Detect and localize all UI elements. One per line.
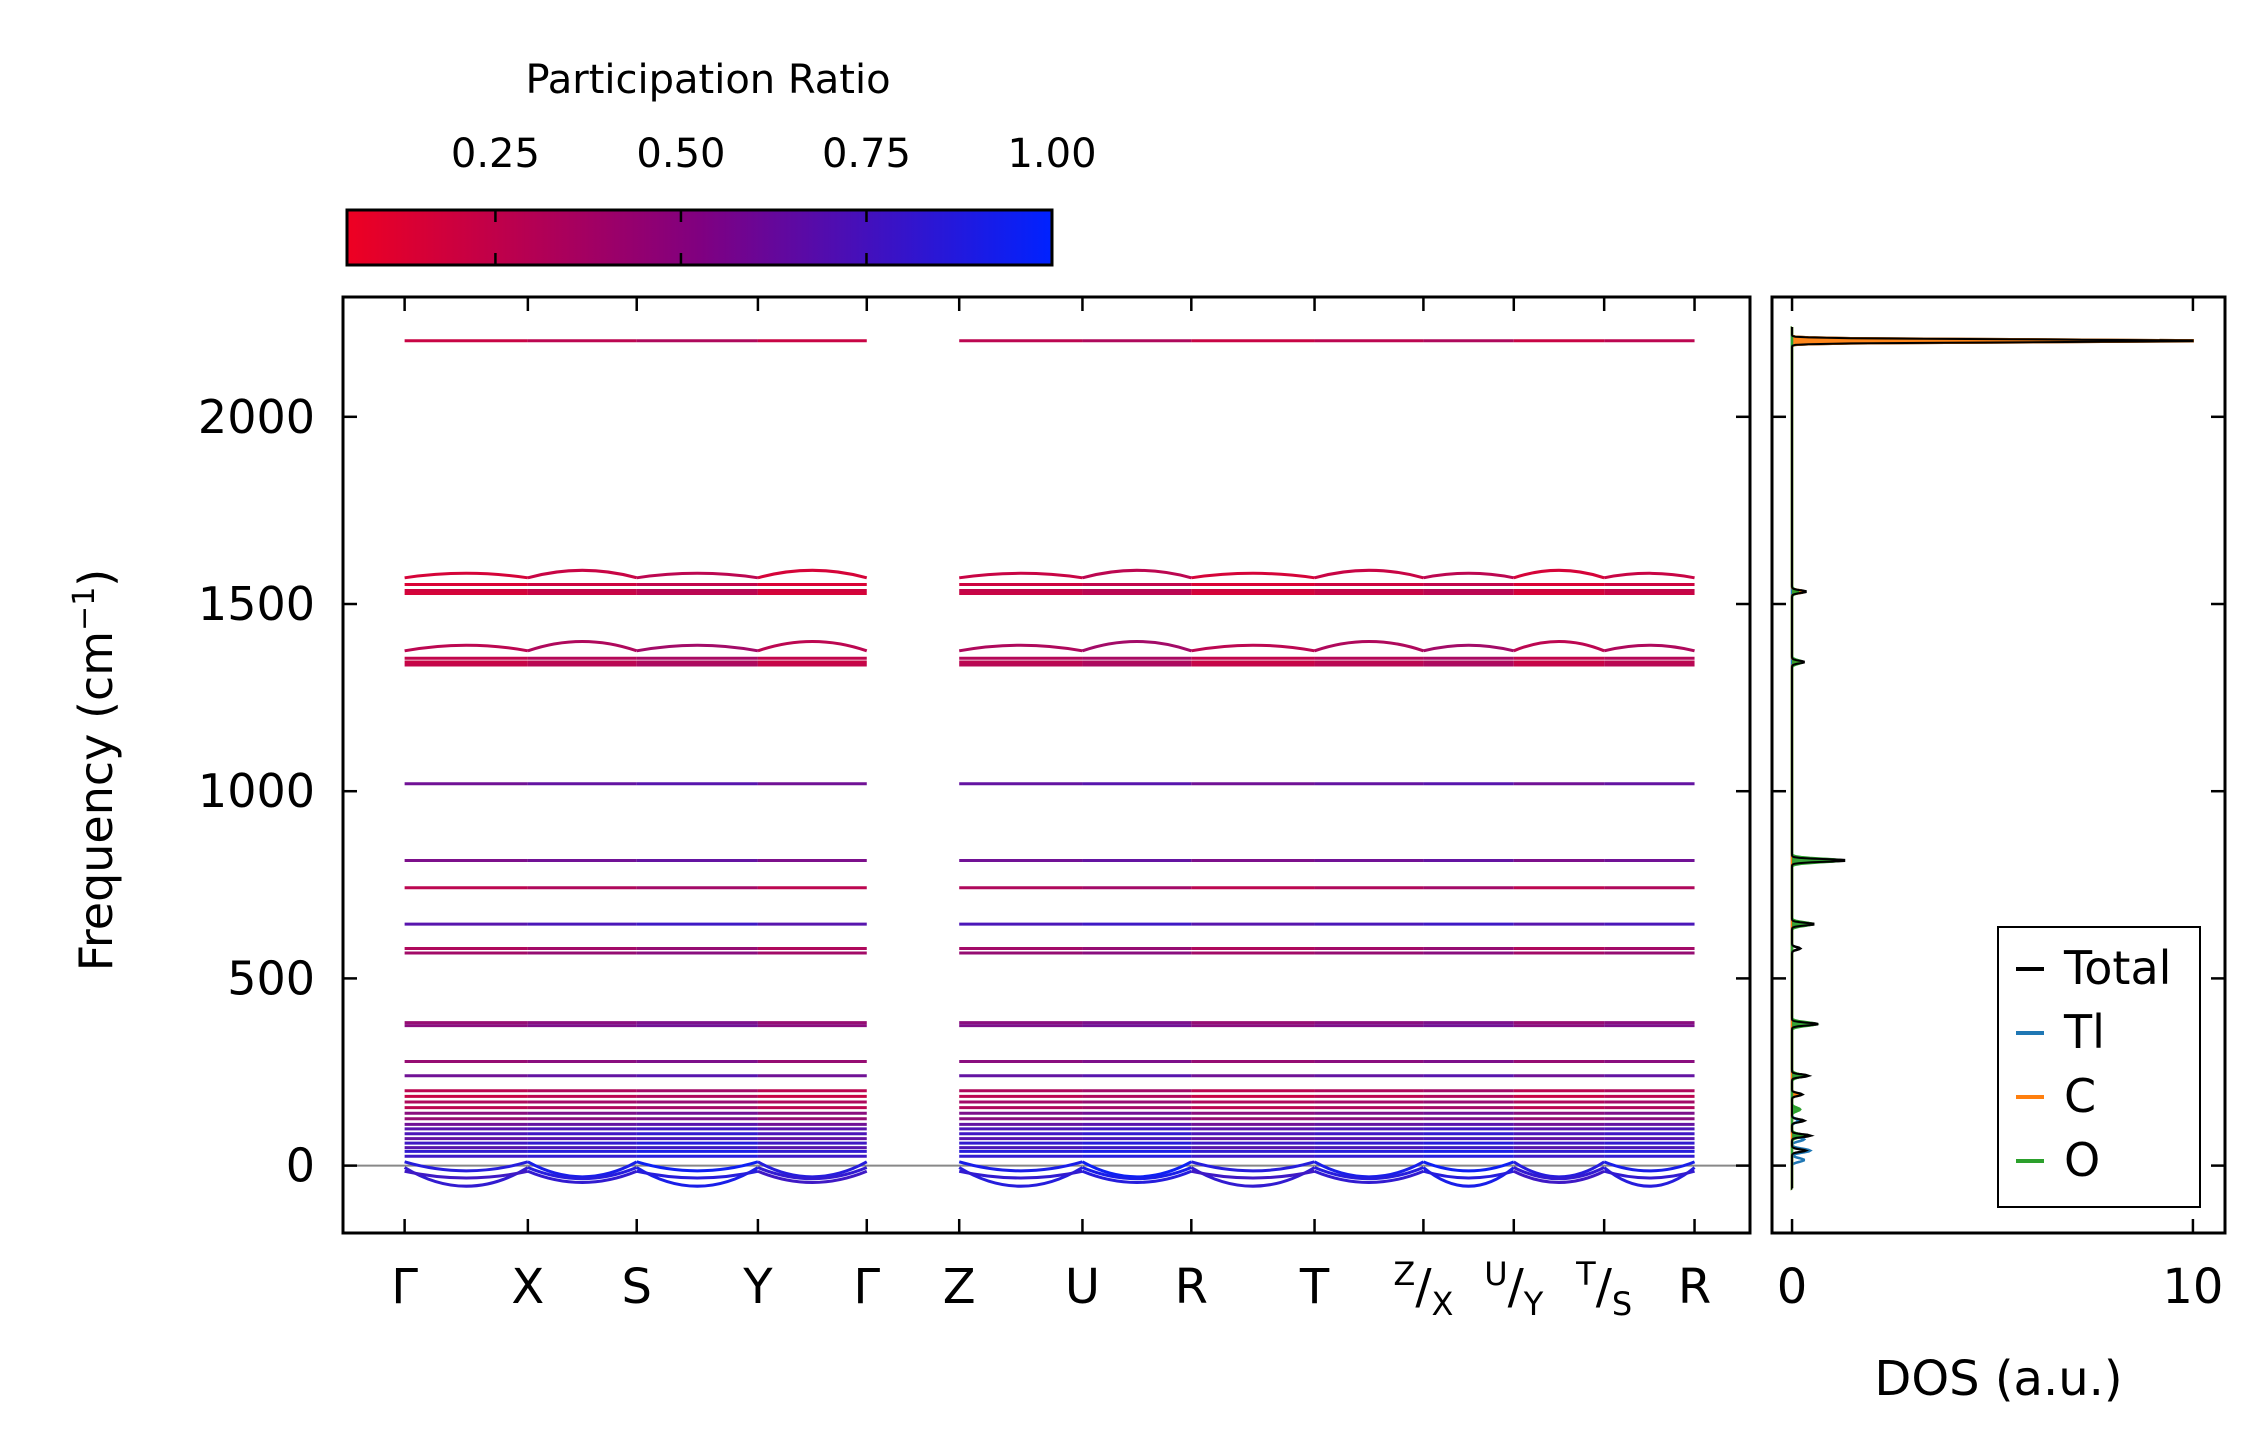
- kpoint-label: Z/X: [1393, 1255, 1453, 1323]
- band-line: [636, 1160, 759, 1173]
- kpoint-label: S: [621, 1259, 651, 1315]
- band-line: [1313, 1160, 1425, 1179]
- band-line: [636, 1169, 759, 1180]
- dos-xtick-label: 0: [1777, 1259, 1808, 1315]
- kpoint-label: R: [1175, 1259, 1208, 1315]
- band-line: [1513, 1166, 1605, 1181]
- kpoint-label: U: [1065, 1259, 1100, 1315]
- band-line: [404, 1169, 529, 1180]
- band-line: [1191, 571, 1315, 580]
- colorbar: Participation Ratio 0.25 0.50 0.75 1.00: [345, 57, 1097, 267]
- band-line: [958, 1160, 1083, 1173]
- band-line: [1603, 1160, 1696, 1173]
- colorbar-gradient: [345, 208, 1054, 267]
- band-line: [1314, 568, 1424, 580]
- band-line: [1513, 568, 1605, 580]
- band-structure-plot: 0 500 1000 1500 2000 Γ X S Y Γ Z U R T Z/X U/Y T/S R Freq…: [67, 295, 1752, 1323]
- dos-series-tl: [1790, 326, 1813, 1191]
- band-line: [1314, 640, 1424, 653]
- band-line: [527, 1160, 638, 1179]
- band-line: [1081, 640, 1192, 653]
- band-ytick-label: 2000: [198, 390, 315, 444]
- legend-label: Tl: [2063, 1005, 2105, 1059]
- kpoint-label: Γ: [853, 1259, 880, 1315]
- legend-label: C: [2064, 1069, 2096, 1123]
- band-line: [1191, 643, 1315, 653]
- legend-label: O: [2064, 1133, 2100, 1187]
- band-line: [527, 1166, 638, 1181]
- dos-legend: Total Tl CO: [1997, 926, 2201, 1208]
- band-axes-frame: [341, 295, 1752, 1235]
- kpoint-label: Z: [943, 1259, 976, 1315]
- band-ytick-label: 500: [227, 951, 315, 1005]
- band-line: [1190, 1160, 1315, 1173]
- band-lines: [343, 339, 1750, 1188]
- kpoint-label: T/S: [1575, 1255, 1632, 1323]
- band-line: [1082, 568, 1192, 580]
- band-line: [636, 571, 759, 580]
- band-line: [527, 640, 638, 653]
- band-line: [1513, 639, 1605, 653]
- legend-label: Total: [2063, 941, 2171, 995]
- colorbar-tick-label: 1.00: [1007, 131, 1096, 177]
- band-line: [1603, 643, 1695, 653]
- band-line: [1190, 1169, 1315, 1180]
- band-line: [1423, 643, 1515, 653]
- kpoint-label: Γ: [391, 1259, 418, 1315]
- band-line: [757, 568, 868, 580]
- band-line: [1081, 1169, 1192, 1184]
- dos-total-outline: [1791, 327, 2194, 1191]
- band-line: [1603, 1169, 1695, 1180]
- band-line: [1313, 1166, 1424, 1181]
- band-line: [404, 1160, 529, 1173]
- kpoint-label: U/Y: [1484, 1255, 1544, 1323]
- colorbar-tick-label: 0.25: [451, 131, 540, 177]
- band-line: [1422, 1169, 1515, 1180]
- kpoint-label: T: [1299, 1259, 1330, 1315]
- dos-series-o: [1790, 326, 1841, 1191]
- colorbar-tick-label: 0.75: [822, 131, 911, 177]
- band-line: [1603, 571, 1695, 580]
- band-line: [1423, 571, 1515, 580]
- band-line: [404, 643, 529, 653]
- band-line: [1422, 1160, 1515, 1173]
- band-ytick-label: 1500: [198, 577, 315, 631]
- band-line: [1313, 1169, 1424, 1184]
- dos-axes-frame: [1770, 295, 2227, 1235]
- kpoint-label: X: [511, 1259, 544, 1315]
- band-line: [527, 1169, 638, 1184]
- band-line: [1081, 1160, 1193, 1179]
- band-line: [527, 568, 638, 580]
- band-line: [636, 643, 759, 653]
- dos-plot: 0 10 DOS (a.u.) Total Tl CO: [1770, 295, 2227, 1407]
- band-line: [404, 571, 529, 580]
- band-line: [1081, 1166, 1192, 1181]
- kpoint-label: Y: [742, 1259, 773, 1315]
- band-line: [757, 1169, 868, 1184]
- band-line: [958, 571, 1083, 580]
- band-ylabel: Frequency (cm−1): [67, 569, 123, 972]
- dos-curves: [1790, 326, 2194, 1191]
- band-line: [757, 1166, 868, 1181]
- kpoint-label: R: [1678, 1259, 1711, 1315]
- band-line: [958, 1169, 1083, 1180]
- band-line: [757, 1160, 868, 1179]
- band-ytick-label: 0: [286, 1139, 315, 1193]
- colorbar-label: Participation Ratio: [525, 57, 890, 103]
- dos-xlabel: DOS (a.u.): [1874, 1351, 2122, 1407]
- band-line: [1512, 1160, 1605, 1179]
- colorbar-tick-label: 0.50: [636, 131, 725, 177]
- band-ytick-label: 1000: [198, 764, 315, 818]
- dos-xtick-label: 10: [2162, 1259, 2223, 1315]
- band-line: [958, 643, 1083, 653]
- band-line: [757, 640, 868, 653]
- band-line: [1513, 1169, 1605, 1184]
